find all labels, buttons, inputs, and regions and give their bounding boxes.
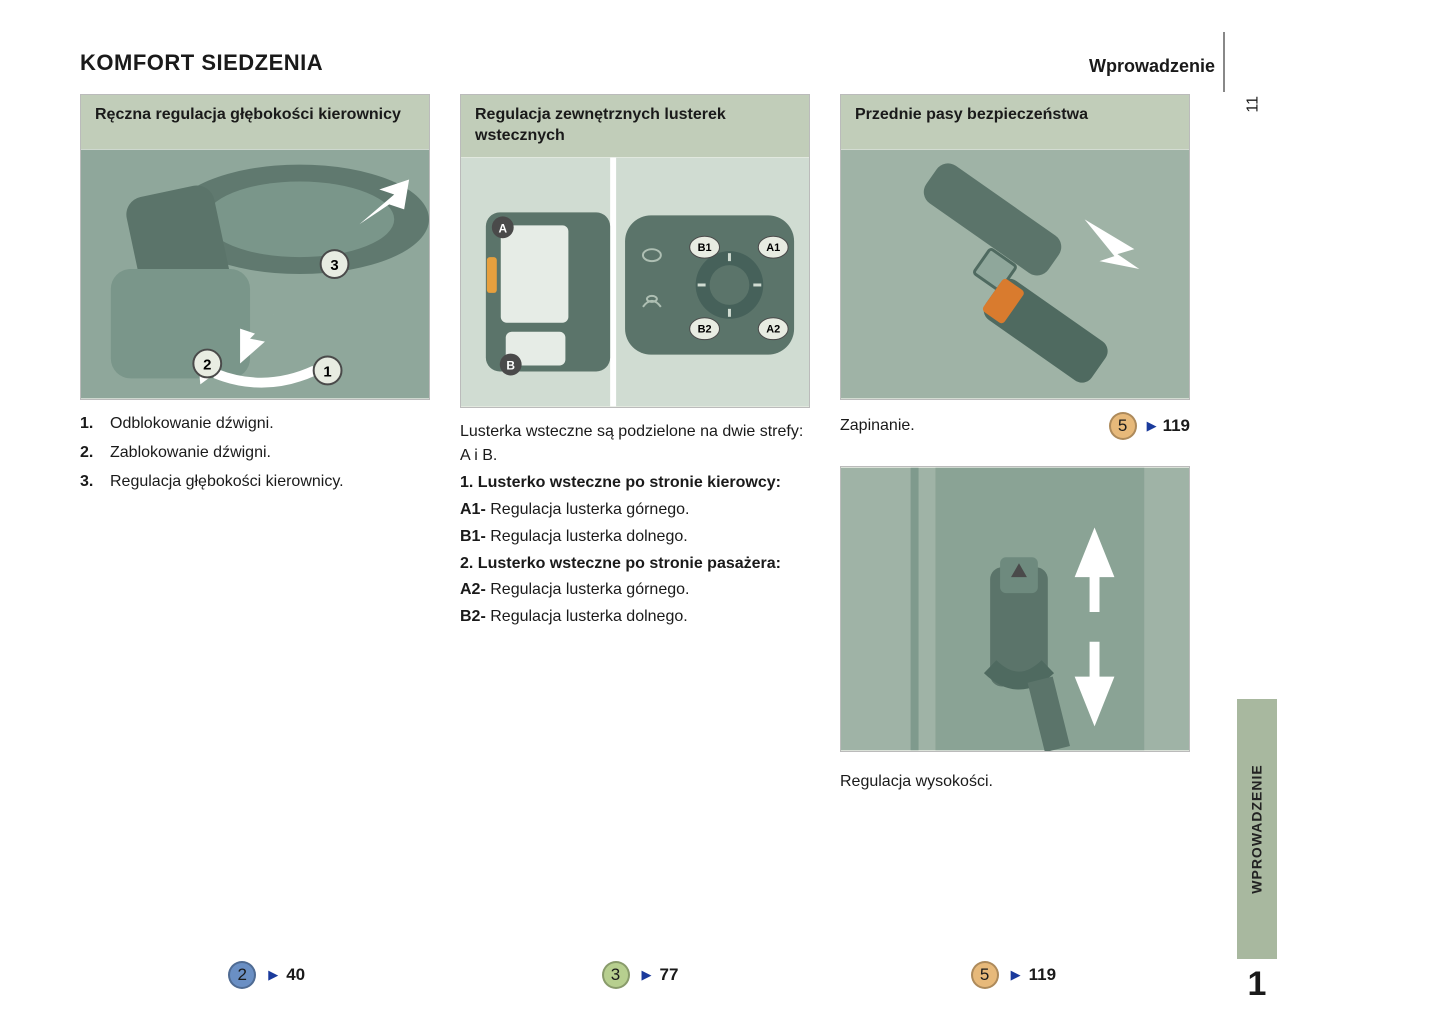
column-mirrors: Regulacja zewnętrznych lusterek wsteczny…: [460, 94, 810, 795]
ref-arrow-icon: ▶: [268, 967, 278, 983]
mirrors-illustration: A B: [461, 157, 809, 407]
callout-3: 3: [330, 258, 338, 274]
step-2: 2.Zablokowanie dźwigni.: [80, 441, 430, 466]
chapter-number: 1: [1237, 959, 1277, 1009]
column-seatbelts: Przednie pasy bezpieczeństwa: [840, 94, 1190, 795]
header-section-label: Wprowadzenie: [1089, 56, 1215, 77]
ref-badge-2: 2: [228, 961, 256, 989]
panel-steering-title: Ręczna regulacja głębokości kierownicy: [81, 95, 429, 149]
mirrors-intro: Lusterka wsteczne są podzielone na dwie …: [460, 420, 810, 470]
panel-seatbelt-title: Przednie pasy bezpieczeństwa: [841, 95, 1189, 149]
mirrors-a2: A2- Regulacja lusterka górnego.: [460, 578, 810, 603]
step-3: 3.Regulacja głębokości kierownicy.: [80, 470, 430, 495]
seatbelt-fasten-illustration: [841, 149, 1189, 399]
panel-mirrors: Regulacja zewnętrznych lusterek wsteczny…: [460, 94, 810, 408]
panel-mirrors-title: Regulacja zewnętrznych lusterek wsteczny…: [461, 95, 809, 157]
step-1: 1.Odblokowanie dźwigni.: [80, 412, 430, 437]
mirrors-line2: 2. Lusterko wsteczne po stronie pasażera…: [460, 552, 810, 577]
seatbelt-height-illustration: [841, 467, 1189, 751]
label-B1: B1: [698, 242, 712, 254]
ref-badge-5a: 5: [1109, 412, 1137, 440]
mirrors-text: Lusterka wsteczne są podzielone na dwie …: [460, 420, 810, 632]
ref-badge-3: 3: [602, 961, 630, 989]
ref-arrow-icon: ▶: [1011, 967, 1021, 983]
steering-steps: 1.Odblokowanie dźwigni. 2.Zablokowanie d…: [80, 412, 430, 498]
seatbelt-caption-row-1: Zapinanie. 5 ▶ 119: [840, 412, 1190, 440]
ref-page-40: 40: [286, 965, 305, 985]
callout-1: 1: [323, 364, 331, 380]
label-B: B: [506, 358, 515, 372]
content-columns: Ręczna regulacja głębokości kierownicy: [80, 94, 1445, 795]
seatbelt-caption-2: Regulacja wysokości.: [840, 770, 1190, 795]
panel-seatbelt-fasten: Przednie pasy bezpieczeństwa: [840, 94, 1190, 400]
label-B2: B2: [698, 323, 712, 335]
panel-mirrors-illustration: A B: [461, 157, 809, 407]
mirrors-b1: B1- Regulacja lusterka dolnego.: [460, 525, 810, 550]
seatbelt-caption-1: Zapinanie.: [840, 417, 915, 435]
ref-mirrors: 3 ▶ 77: [602, 961, 679, 989]
mirrors-a1: A1- Regulacja lusterka górnego.: [460, 498, 810, 523]
header-divider: [1223, 32, 1225, 92]
mirrors-b2: B2- Regulacja lusterka dolnego.: [460, 605, 810, 630]
seatbelt-illustration-2: [841, 467, 1189, 751]
ref-page-119a: 119: [1163, 416, 1190, 436]
page-title: KOMFORT SIEDZENIA: [80, 50, 1445, 76]
side-tab: WPROWADZENIE: [1237, 699, 1277, 959]
label-A1: A1: [766, 242, 780, 254]
mirrors-line1: 1. Lusterko wsteczne po stronie kierowcy…: [460, 471, 810, 496]
ref-badge-5b: 5: [971, 961, 999, 989]
ref-arrow-icon: ▶: [642, 967, 652, 983]
callout-2: 2: [203, 357, 211, 373]
ref-page-119b: 119: [1029, 965, 1056, 985]
panel-steering: Ręczna regulacja głębokości kierownicy: [80, 94, 430, 400]
ref-steering: 2 ▶ 40: [228, 961, 305, 989]
panel-steering-illustration: 3 2 1: [81, 149, 429, 399]
ref-arrow-icon: ▶: [1147, 418, 1157, 434]
footer-references: 2 ▶ 40 3 ▶ 77 5 ▶ 119: [80, 955, 1200, 989]
page-number: 11: [1245, 96, 1263, 113]
ref-inline-1: 5 ▶ 119: [1109, 412, 1190, 440]
seatbelt-illustration-1: [841, 149, 1189, 399]
label-A2: A2: [766, 323, 780, 335]
ref-page-77: 77: [660, 965, 679, 985]
side-tab-label: WPROWADZENIE: [1249, 764, 1265, 893]
steering-illustration: 3 2 1: [81, 149, 429, 399]
panel-seatbelt-height: [840, 466, 1190, 752]
label-A: A: [498, 221, 507, 235]
column-steering: Ręczna regulacja głębokości kierownicy: [80, 94, 430, 795]
ref-seatbelt: 5 ▶ 119: [971, 961, 1056, 989]
